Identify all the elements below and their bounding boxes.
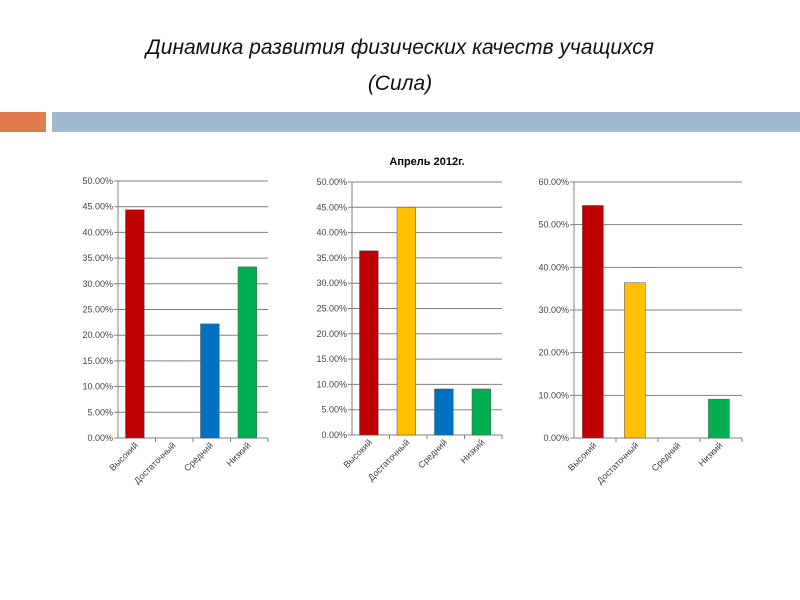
y-tick-label: 40.00%	[316, 228, 347, 238]
y-tick-label: 10.00%	[316, 379, 347, 389]
y-tick-label: 25.00%	[82, 305, 113, 315]
x-tick-label: Высокий	[107, 440, 140, 473]
y-tick-label: 35.00%	[316, 253, 347, 263]
y-tick-label: 5.00%	[321, 405, 347, 415]
bar-Низкий	[708, 398, 730, 439]
y-tick-label: 50.00%	[538, 220, 569, 230]
y-tick-label: 5.00%	[87, 407, 113, 417]
bar-Высокий	[359, 250, 379, 436]
bar-Средний	[200, 323, 220, 439]
y-tick-label: 0.00%	[87, 433, 113, 443]
chart-1: 0.00% 5.00% 10.00% 15.00% 20.00% 25.00% 30.00%…	[82, 176, 269, 486]
y-tick-label: 45.00%	[316, 202, 347, 212]
chart-title: Апрель 2012г.	[389, 156, 464, 168]
x-tick-label: Высокий	[566, 440, 599, 473]
x-tick-label: Достаточный	[595, 440, 641, 486]
y-tick-label: 30.00%	[538, 305, 569, 315]
y-tick-label: 15.00%	[82, 356, 113, 366]
y-tick-label: 50.00%	[316, 177, 347, 187]
slide-title: Динамика развития физических качеств уча…	[145, 36, 654, 59]
accent-band-blue	[52, 112, 800, 132]
y-tick-label: 35.00%	[82, 253, 113, 263]
y-tick-label: 50.00%	[82, 176, 113, 186]
x-tick-label: Высокий	[341, 437, 374, 470]
bar-Средний	[434, 388, 454, 436]
y-tick-label: 25.00%	[316, 304, 347, 314]
x-tick-label: Средний	[416, 437, 449, 470]
bar-Высокий	[582, 205, 604, 439]
chart-3: 0.00% 10.00% 20.00% 30.00% 40.00% 50.00% 60.00…	[538, 177, 743, 486]
slide-subtitle: (Сила)	[367, 72, 433, 95]
x-tick-label: Низкий	[224, 440, 252, 468]
y-tick-label: 20.00%	[82, 330, 113, 340]
chart-2: Апрель 2012г. 0.00% 5.00% 10.00% 15.00% 20.00…	[316, 156, 503, 483]
y-tick-label: 10.00%	[538, 390, 569, 400]
y-tick-label: 15.00%	[316, 354, 347, 364]
bar-Достаточный	[624, 282, 646, 439]
x-tick-label: Низкий	[696, 440, 724, 468]
y-tick-label: 40.00%	[82, 227, 113, 237]
x-tick-label: Средний	[650, 440, 683, 473]
bar-Низкий	[471, 388, 491, 436]
y-tick-label: 20.00%	[538, 348, 569, 358]
y-tick-label: 0.00%	[321, 430, 347, 440]
y-tick-label: 20.00%	[316, 329, 347, 339]
bar-Низкий	[237, 266, 257, 439]
x-tick-label: Средний	[182, 440, 215, 473]
accent-band-orange	[0, 112, 46, 132]
y-tick-label: 0.00%	[543, 433, 569, 443]
y-tick-label: 45.00%	[82, 202, 113, 212]
y-tick-label: 30.00%	[82, 279, 113, 289]
y-tick-label: 10.00%	[82, 382, 113, 392]
x-tick-label: Низкий	[458, 437, 486, 465]
y-tick-label: 40.00%	[538, 262, 569, 272]
bar-Высокий	[125, 209, 145, 439]
bar-Достаточный	[396, 207, 416, 436]
y-tick-label: 30.00%	[316, 278, 347, 288]
y-tick-label: 60.00%	[538, 177, 569, 187]
